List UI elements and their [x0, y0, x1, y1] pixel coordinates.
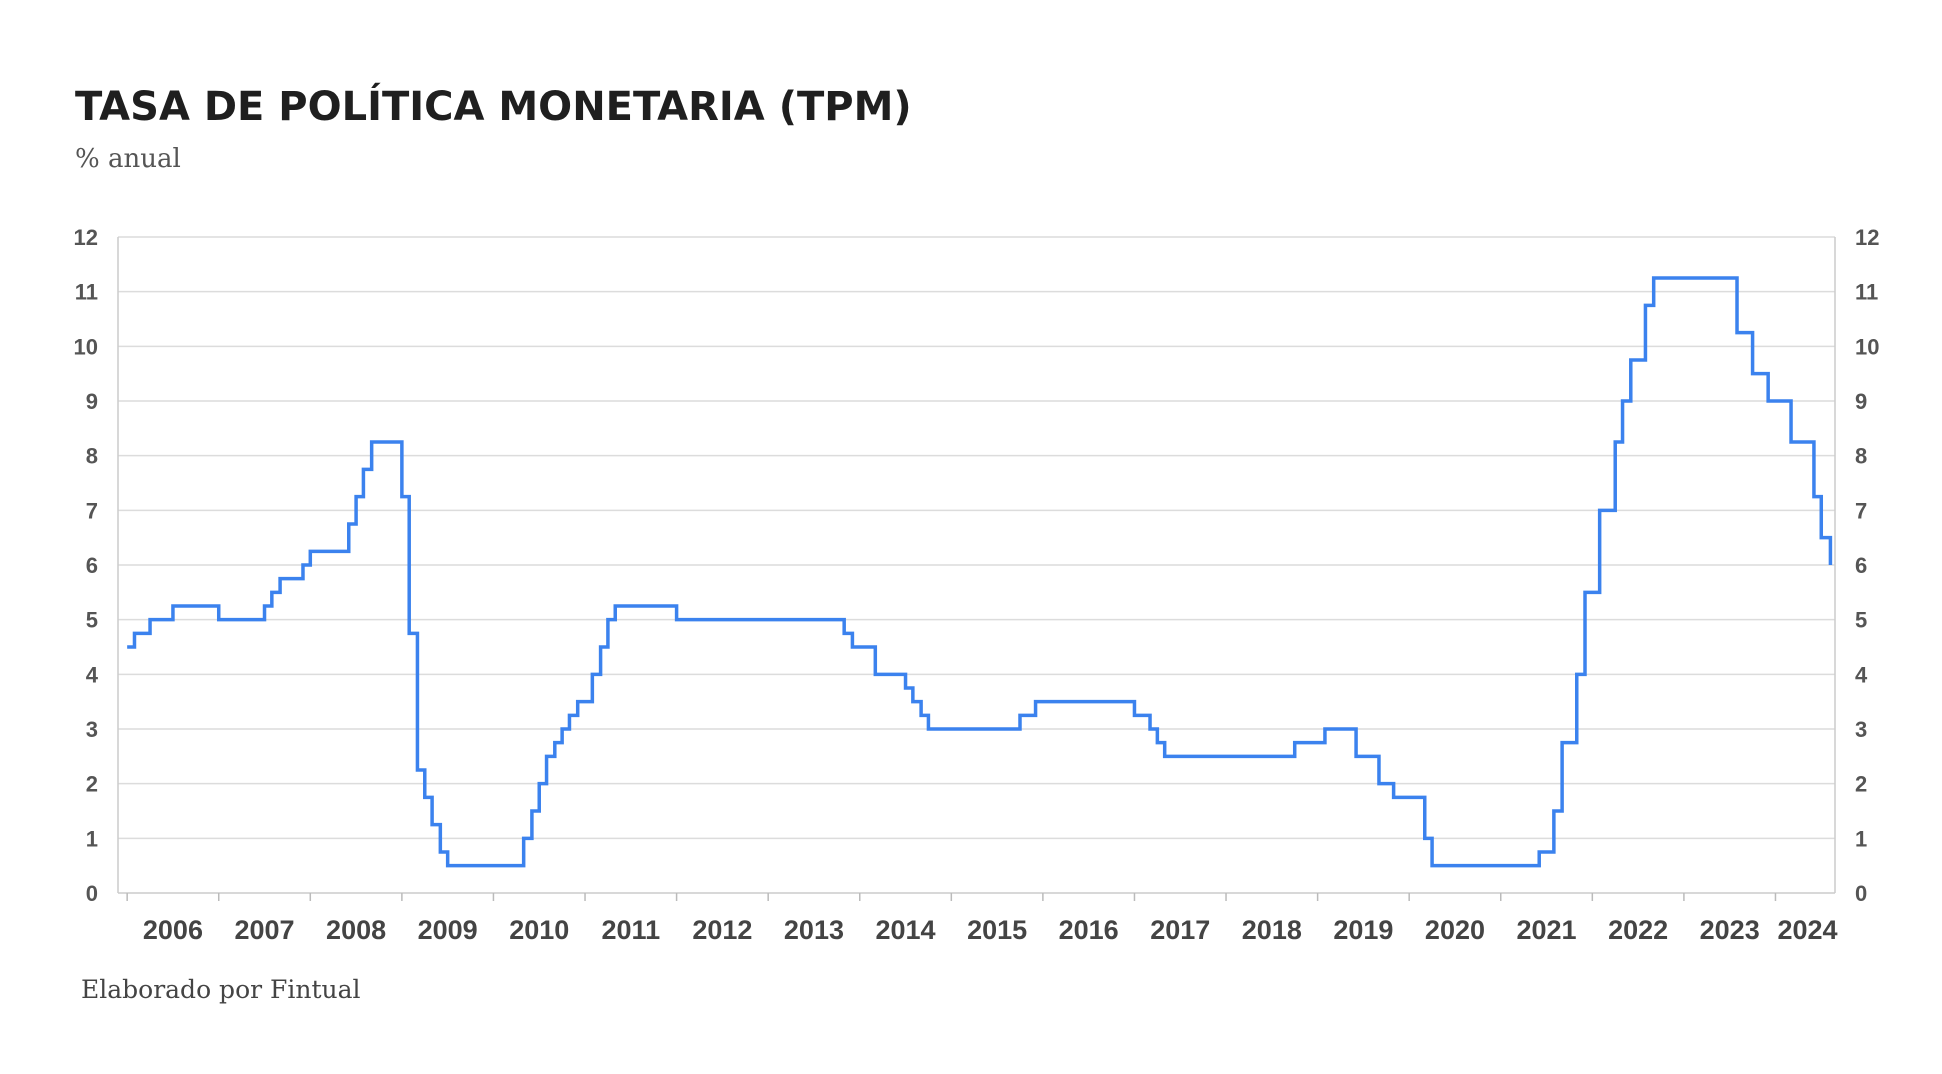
chart-title: TASA DE POLÍTICA MONETARIA (TPM)	[75, 82, 912, 130]
y-tick-label-left: 9	[86, 389, 98, 414]
x-tick-label: 2015	[967, 915, 1027, 945]
x-tick-label: 2009	[418, 915, 478, 945]
x-tick-label: 2023	[1700, 915, 1760, 945]
y-tick-label-right: 9	[1855, 389, 1867, 414]
x-tick-label: 2010	[509, 915, 569, 945]
y-tick-label-left: 6	[86, 553, 98, 578]
y-tick-label-right: 12	[1855, 225, 1879, 250]
y-tick-label-right: 10	[1855, 334, 1879, 359]
x-tick-label: 2011	[602, 915, 661, 945]
x-tick-label: 2012	[692, 915, 752, 945]
x-tick-label: 2016	[1059, 915, 1119, 945]
y-tick-label-left: 0	[86, 881, 98, 906]
y-tick-label-left: 1	[86, 826, 98, 851]
x-tick-label: 2008	[326, 915, 386, 945]
grid-lines	[118, 236, 1835, 840]
x-tick-label: 2021	[1517, 915, 1577, 945]
source-note: Elaborado por Fintual	[81, 975, 361, 1004]
y-tick-label-left: 8	[86, 444, 98, 469]
y-tick-label-right: 0	[1855, 881, 1867, 906]
x-tick-label: 2019	[1333, 915, 1393, 945]
y-tick-label-right: 11	[1855, 280, 1878, 305]
x-tick-label: 2013	[784, 915, 844, 945]
y-tick-label-left: 5	[86, 608, 98, 633]
series-line-tpm	[127, 276, 1833, 868]
x-tick-label: 2022	[1608, 915, 1668, 945]
y-tick-label-left: 10	[74, 334, 98, 359]
x-tick-label: 2017	[1150, 915, 1210, 945]
chart-subtitle: % anual	[75, 144, 181, 174]
axes	[117, 237, 1836, 894]
y-tick-label-right: 2	[1855, 772, 1867, 797]
x-tick-label: 2014	[875, 915, 935, 945]
x-axis: 2006 2007 2008 2009 2010 2011 2012 2013 2014 2015…	[126, 893, 1838, 945]
y-tick-label-right: 8	[1855, 444, 1867, 469]
y-tick-label-left: 4	[86, 662, 99, 687]
y-tick-label-left: 7	[86, 498, 98, 523]
y-tick-label-right: 7	[1855, 498, 1867, 523]
y-tick-label-right: 5	[1855, 608, 1867, 633]
y-tick-label-right: 3	[1855, 717, 1867, 742]
y-tick-label-left: 11	[75, 280, 98, 305]
y-tick-label-left: 3	[86, 717, 98, 742]
x-tick-label: 2007	[234, 915, 294, 945]
y-tick-label-left: 12	[74, 225, 98, 250]
x-tick-label: 2024	[1777, 915, 1837, 945]
x-tick-label: 2018	[1242, 915, 1302, 945]
x-tick-label: 2020	[1425, 915, 1485, 945]
y-tick-label-right: 1	[1855, 826, 1867, 851]
y-tick-label-left: 2	[86, 772, 98, 797]
y-tick-label-right: 4	[1855, 662, 1868, 687]
x-tick-label: 2006	[143, 915, 203, 945]
y-tick-label-right: 6	[1855, 553, 1867, 578]
